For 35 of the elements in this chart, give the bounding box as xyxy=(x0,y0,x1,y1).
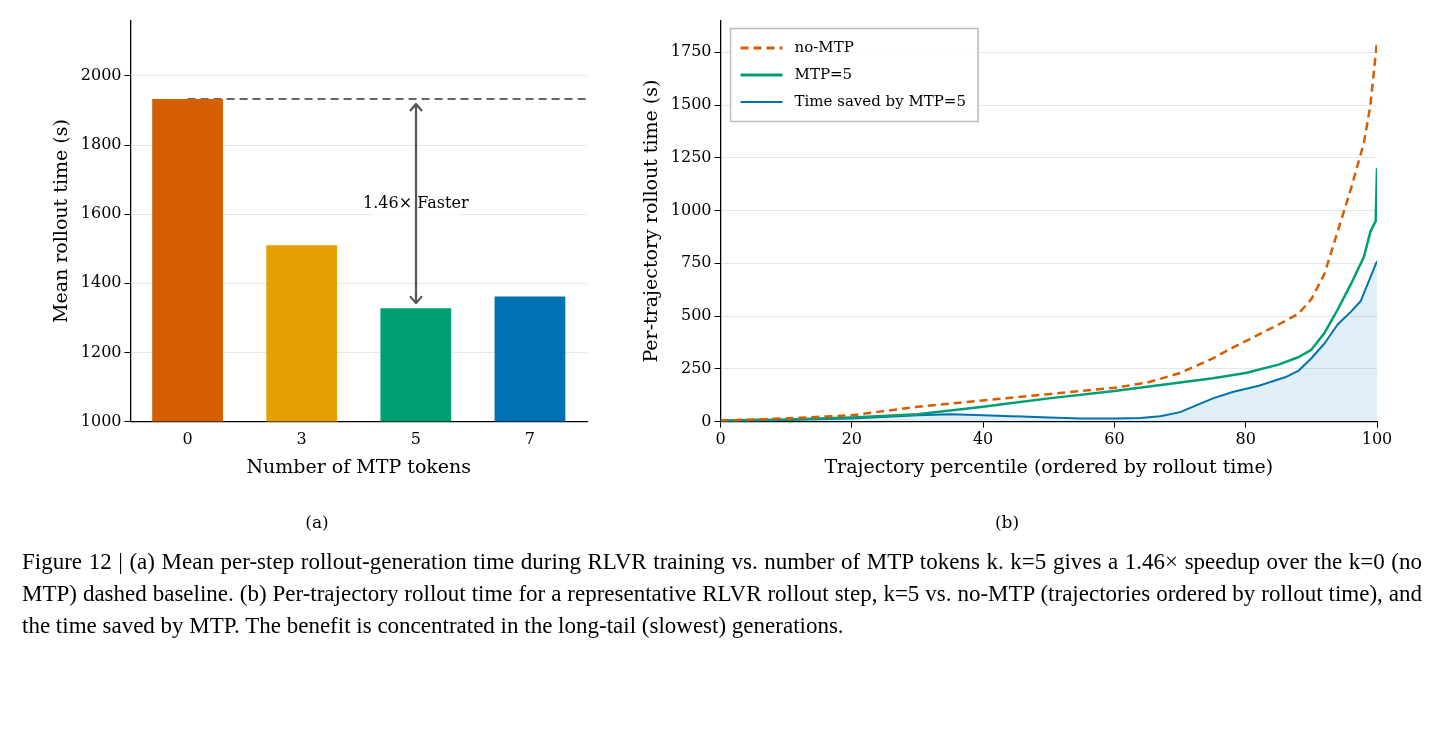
y-tick-label: 1000 xyxy=(670,199,712,219)
x-tick-label: 7 xyxy=(524,429,536,449)
x-tick-label: 80 xyxy=(1235,429,1256,449)
legend-label: MTP=5 xyxy=(794,64,853,83)
legend-label: no-MTP xyxy=(794,37,854,56)
x-tick-label: 20 xyxy=(841,429,862,449)
x-tick-label: 5 xyxy=(410,429,421,449)
x-tick-label: 60 xyxy=(1104,429,1125,449)
text: (b) xyxy=(994,512,1020,533)
y-tick-label: 2000 xyxy=(80,65,122,85)
text: (a) xyxy=(305,512,329,533)
y-tick-label: 750 xyxy=(680,252,712,272)
x-tick-label: 0 xyxy=(715,429,726,449)
x-axis-title: Trajectory percentile (ordered by rollout time) xyxy=(824,455,1274,478)
y-axis-title: Mean rollout time (s) xyxy=(49,119,72,324)
y-tick-label: 1600 xyxy=(80,203,122,223)
x-tick-label: 3 xyxy=(296,429,307,449)
x-tick-label: 40 xyxy=(972,429,994,449)
x-axis-title: Number of MTP tokens xyxy=(246,455,472,478)
legend-label: Time saved by MTP=5 xyxy=(794,91,966,110)
y-tick-label: 1800 xyxy=(80,134,122,154)
y-tick-label: 1750 xyxy=(670,41,712,61)
y-tick-label: 1500 xyxy=(670,94,712,114)
y-tick-label: 1400 xyxy=(80,272,122,292)
y-tick-label: 1250 xyxy=(670,146,712,166)
x-tick-label: 0 xyxy=(182,429,193,449)
x-tick-label: 100 xyxy=(1361,429,1393,449)
y-tick-label: 0 xyxy=(701,410,712,430)
y-axis-title: Per-trajectory rollout time (s) xyxy=(639,79,662,363)
y-tick-label: 1200 xyxy=(80,341,122,361)
y-tick-label: 500 xyxy=(680,305,712,325)
y-tick-label: 1000 xyxy=(80,410,122,430)
caption: Figure 12 | (a) Mean per-step rollout-generation time during RLVR training vs. number of MTP tokens k. k=5 gives a 1.46× speedup over the k=0 (no MTP) dashed baseline. (b) Per-trajectory rollout time for a representative RLVR rollout step, k=5 vs. no-MTP (trajectories ordered by rollout time), and the time saved by MTP. The benefit is concentrated in the long-tail (slowest) generations. xyxy=(21,548,1423,640)
annotation: 1.46× Faster xyxy=(363,192,469,212)
y-tick-label: 250 xyxy=(680,357,712,377)
